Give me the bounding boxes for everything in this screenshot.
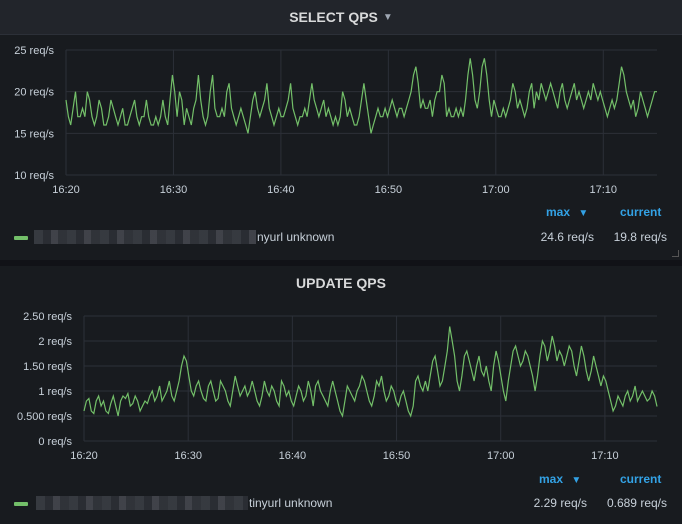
x-tick-label: 16:30	[160, 184, 188, 196]
y-tick-label: 2.50 req/s	[23, 311, 72, 323]
y-tick-label: 20 req/s	[14, 87, 54, 99]
x-tick-label: 16:40	[279, 450, 307, 462]
select-qps-panel: SELECT QPS ▼ 25 req/s 20 req/s 15 req/s 10 …	[0, 0, 682, 260]
y-tick-label: 15 req/s	[14, 128, 54, 140]
series-line[interactable]	[83, 326, 658, 418]
legend-max-label[interactable]: max	[546, 205, 571, 219]
series-line[interactable]	[65, 58, 657, 134]
y-tick-label: 1 req/s	[38, 386, 72, 398]
legend-max-value: 24.6 req/s	[540, 230, 594, 244]
update-qps-panel: UPDATE QPS 2.50 req/s 2 req/s 1.50 req/s 1 …	[0, 266, 682, 524]
series-color-swatch[interactable]	[14, 502, 28, 506]
x-tick-label: 17:10	[591, 450, 619, 462]
x-tick-label: 17:10	[590, 184, 618, 196]
x-tick-label: 16:50	[383, 450, 411, 462]
redacted-host	[34, 230, 256, 244]
chevron-down-icon[interactable]: ▼	[382, 11, 393, 23]
x-tick-label: 16:40	[267, 184, 295, 196]
panel-header[interactable]: SELECT QPS ▼	[0, 0, 682, 35]
legend-max-header[interactable]: max ▼	[539, 472, 581, 486]
legend-row[interactable]: tinyurl unknown 2.29 req/s 0.689 req/s	[0, 494, 682, 514]
y-tick-label: 0.500 req/s	[17, 411, 73, 423]
x-tick-label: 16:20	[70, 450, 98, 462]
legend-current-value: 0.689 req/s	[606, 496, 667, 510]
x-tick-label: 16:20	[52, 184, 80, 196]
legend-max-label[interactable]: max	[539, 472, 564, 486]
y-tick-label: 0 req/s	[38, 436, 72, 448]
panel-title[interactable]: UPDATE QPS	[296, 275, 386, 291]
legend-row[interactable]: nyurl unknown 24.6 req/s 19.8 req/s	[0, 228, 682, 248]
panel-header[interactable]: UPDATE QPS	[0, 266, 682, 300]
y-tick-label: 10 req/s	[14, 170, 54, 182]
legend-current-header[interactable]: current	[620, 472, 662, 486]
y-tick-label: 2 req/s	[38, 336, 72, 348]
x-tick-label: 16:30	[174, 450, 202, 462]
x-tick-label: 17:00	[487, 450, 515, 462]
sort-chevron-down-icon: ▼	[571, 475, 582, 486]
series-color-swatch[interactable]	[14, 236, 28, 240]
legend-current-header[interactable]: current	[620, 205, 662, 219]
x-tick-label: 17:00	[482, 184, 510, 196]
sort-chevron-down-icon: ▼	[578, 208, 589, 219]
update-qps-chart[interactable]: 2.50 req/s 2 req/s 1.50 req/s 1 req/s 0.500 …	[0, 310, 682, 500]
legend-current-value: 19.8 req/s	[613, 230, 667, 244]
y-tick-label: 25 req/s	[14, 45, 54, 57]
legend-series-name[interactable]: nyurl unknown	[257, 230, 335, 244]
legend-series-name[interactable]: tinyurl unknown	[249, 496, 333, 510]
y-tick-label: 1.50 req/s	[23, 361, 72, 373]
panel-title[interactable]: SELECT QPS	[289, 9, 378, 25]
legend-max-value: 2.29 req/s	[533, 496, 587, 510]
select-qps-chart[interactable]: 25 req/s 20 req/s 15 req/s 10 req/s 16:20 16:…	[0, 36, 682, 204]
legend-max-header[interactable]: max ▼	[546, 205, 588, 219]
x-tick-label: 16:50	[375, 184, 403, 196]
panel-resize-handle[interactable]	[672, 250, 679, 257]
redacted-host	[36, 496, 248, 510]
